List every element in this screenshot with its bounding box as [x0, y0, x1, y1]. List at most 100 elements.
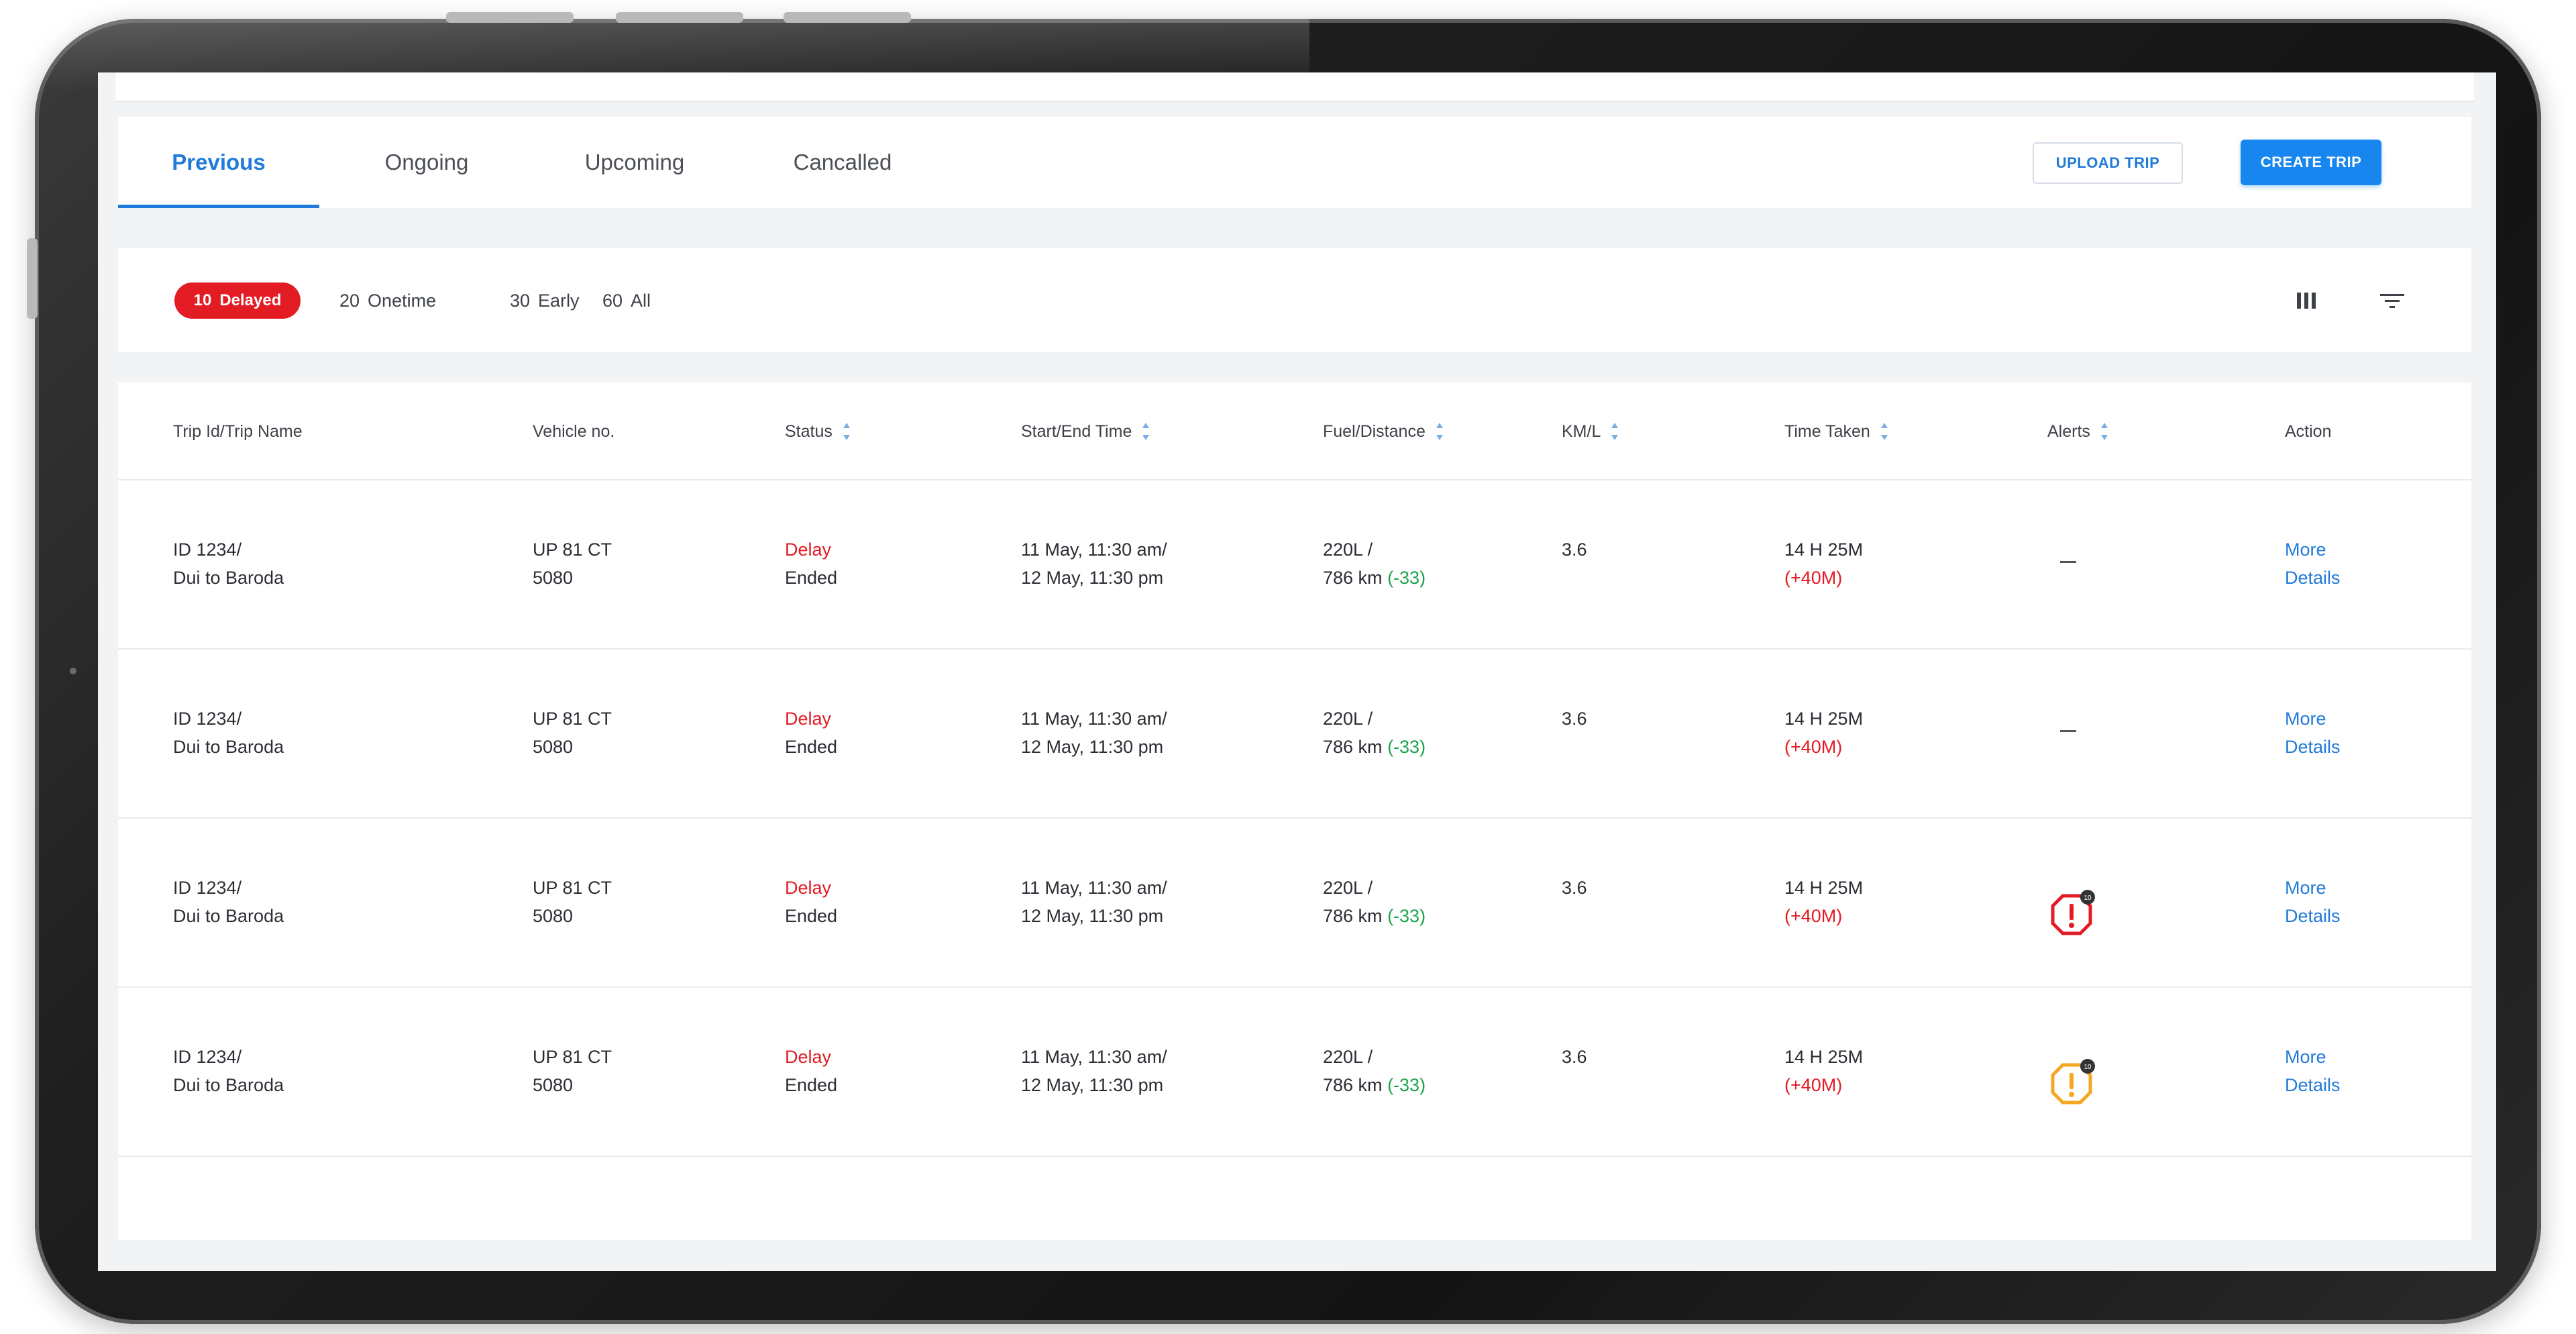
- more-details-link[interactable]: More Details: [2285, 874, 2341, 930]
- sort-icon[interactable]: [1880, 421, 1889, 442]
- no-alert-dash: [2060, 730, 2076, 732]
- kml-cell: 3.6: [1562, 540, 1587, 560]
- filter-delayed-chip[interactable]: 10 Delayed: [174, 283, 301, 319]
- table-row: ID 1234/Dui to Baroda UP 81 CT 5080 Delay…: [118, 650, 2471, 819]
- header-action: Action: [2285, 382, 2331, 480]
- fuel-distance-cell: 220L / 786 km (-33): [1323, 874, 1426, 930]
- time-delta: (+40M): [1784, 906, 1843, 926]
- start-time: 11 May, 11:30 am/: [1021, 878, 1167, 898]
- filter-early[interactable]: 30 Early: [510, 283, 580, 319]
- distance-value: 786 km: [1323, 1075, 1383, 1095]
- kml-cell: 3.6: [1562, 1047, 1587, 1067]
- time-delta: (+40M): [1784, 568, 1843, 588]
- action-line2[interactable]: Details: [2285, 1075, 2341, 1095]
- time-taken: 14 H 25M: [1784, 540, 1864, 560]
- more-details-link[interactable]: More Details: [2285, 705, 2341, 761]
- trip-name: Dui to Baroda: [173, 568, 284, 588]
- trip-id: ID 1234/: [173, 540, 242, 560]
- upload-trip-button[interactable]: UPLOAD TRIP: [2033, 142, 2183, 184]
- trip-id: ID 1234/: [173, 709, 242, 729]
- header-label: Trip Id/Trip Name: [173, 421, 303, 441]
- status-delay: Delay: [785, 540, 832, 560]
- critical-alert-icon[interactable]: 10: [2045, 889, 2098, 943]
- camera-dot: [70, 668, 76, 674]
- filter-icon[interactable]: [2377, 289, 2407, 313]
- sort-icon[interactable]: [1435, 421, 1444, 442]
- sort-icon[interactable]: [1141, 421, 1150, 442]
- fuel-value: 220L /: [1323, 709, 1373, 729]
- status-ended: Ended: [785, 568, 838, 588]
- trip-name: Dui to Baroda: [173, 906, 284, 926]
- fuel-distance-cell: 220L / 786 km (-33): [1323, 705, 1426, 761]
- sort-icon[interactable]: [842, 421, 851, 442]
- filter-early-label: Early: [538, 290, 580, 311]
- action-line1[interactable]: More: [2285, 540, 2326, 560]
- status-ended: Ended: [785, 737, 838, 757]
- filter-all[interactable]: 60 All: [602, 283, 651, 319]
- time-cell: 11 May, 11:30 am/12 May, 11:30 pm: [1021, 1043, 1167, 1099]
- trip-cell: ID 1234/Dui to Baroda: [173, 874, 284, 930]
- more-details-link[interactable]: More Details: [2285, 535, 2341, 592]
- trip-name: Dui to Baroda: [173, 737, 284, 757]
- more-details-link[interactable]: More Details: [2285, 1043, 2341, 1099]
- header-label: Fuel/Distance: [1323, 421, 1426, 441]
- tab-upcoming[interactable]: Upcoming: [584, 150, 685, 174]
- vehicle-no-line2: 5080: [533, 737, 574, 757]
- time-taken-cell: 14 H 25M (+40M): [1784, 874, 1863, 930]
- distance-delta: (-33): [1387, 737, 1426, 757]
- time-cell: 11 May, 11:30 am/12 May, 11:30 pm: [1021, 535, 1167, 592]
- table-header-row: Trip Id/Trip Name Vehicle no. Status Sta…: [118, 382, 2471, 480]
- header-kml[interactable]: KM/L: [1562, 382, 1619, 480]
- alert-badge-count: 10: [2084, 1064, 2092, 1071]
- vehicle-no-line1: UP 81 CT: [533, 1047, 612, 1067]
- action-line2[interactable]: Details: [2285, 737, 2341, 757]
- header-alerts[interactable]: Alerts: [2047, 382, 2109, 480]
- time-taken: 14 H 25M: [1784, 709, 1864, 729]
- trip-cell: ID 1234/Dui to Baroda: [173, 705, 284, 761]
- time-taken-cell: 14 H 25M (+40M): [1784, 535, 1863, 592]
- action-line1[interactable]: More: [2285, 1047, 2326, 1067]
- distance-delta: (-33): [1387, 568, 1426, 588]
- status-delay: Delay: [785, 878, 832, 898]
- status-ended: Ended: [785, 906, 838, 926]
- trips-table: Trip Id/Trip Name Vehicle no. Status Sta…: [118, 382, 2471, 1240]
- sort-icon[interactable]: [1610, 421, 1619, 442]
- kml-cell: 3.6: [1562, 878, 1587, 898]
- distance-delta: (-33): [1387, 1075, 1426, 1095]
- hardware-button-top: [446, 12, 574, 23]
- end-time: 12 May, 11:30 pm: [1021, 906, 1164, 926]
- header-start-end-time[interactable]: Start/End Time: [1021, 382, 1150, 480]
- fuel-value: 220L /: [1323, 540, 1373, 560]
- start-time: 11 May, 11:30 am/: [1021, 709, 1167, 729]
- time-cell: 11 May, 11:30 am/12 May, 11:30 pm: [1021, 874, 1167, 930]
- distance-value: 786 km: [1323, 737, 1383, 757]
- time-taken: 14 H 25M: [1784, 1047, 1864, 1067]
- vehicle-no-line1: UP 81 CT: [533, 878, 612, 898]
- end-time: 12 May, 11:30 pm: [1021, 737, 1164, 757]
- filter-ontime[interactable]: 20 Onetime: [339, 283, 436, 319]
- status-cell: Delay Ended: [785, 535, 837, 592]
- action-line2[interactable]: Details: [2285, 906, 2341, 926]
- top-bar: [115, 72, 2474, 102]
- warning-alert-icon[interactable]: 10: [2045, 1058, 2098, 1112]
- trip-cell: ID 1234/Dui to Baroda: [173, 535, 284, 592]
- tab-cancelled[interactable]: Cancalled: [793, 150, 892, 174]
- header-status[interactable]: Status: [785, 382, 851, 480]
- columns-icon[interactable]: [2293, 289, 2320, 313]
- action-line2[interactable]: Details: [2285, 568, 2341, 588]
- tab-previous[interactable]: Previous: [118, 117, 319, 208]
- table-row: ID 1234/Dui to Baroda UP 81 CT 5080 Delay…: [118, 819, 2471, 988]
- vehicle-no-line2: 5080: [533, 906, 574, 926]
- header-fuel-distance[interactable]: Fuel/Distance: [1323, 382, 1444, 480]
- tab-ongoing[interactable]: Ongoing: [384, 150, 469, 174]
- sort-icon[interactable]: [2100, 421, 2109, 442]
- header-time-taken[interactable]: Time Taken: [1784, 382, 1889, 480]
- vehicle-cell: UP 81 CT 5080: [533, 874, 612, 930]
- filter-early-count: 30: [510, 290, 531, 311]
- header-vehicle: Vehicle no.: [533, 382, 614, 480]
- create-trip-button[interactable]: CREATE TRIP: [2241, 140, 2381, 185]
- header-label: KM/L: [1562, 421, 1601, 441]
- action-line1[interactable]: More: [2285, 709, 2326, 729]
- action-line1[interactable]: More: [2285, 878, 2326, 898]
- tabs-bar: Previous Ongoing Upcoming Cancalled UPLO…: [118, 117, 2471, 208]
